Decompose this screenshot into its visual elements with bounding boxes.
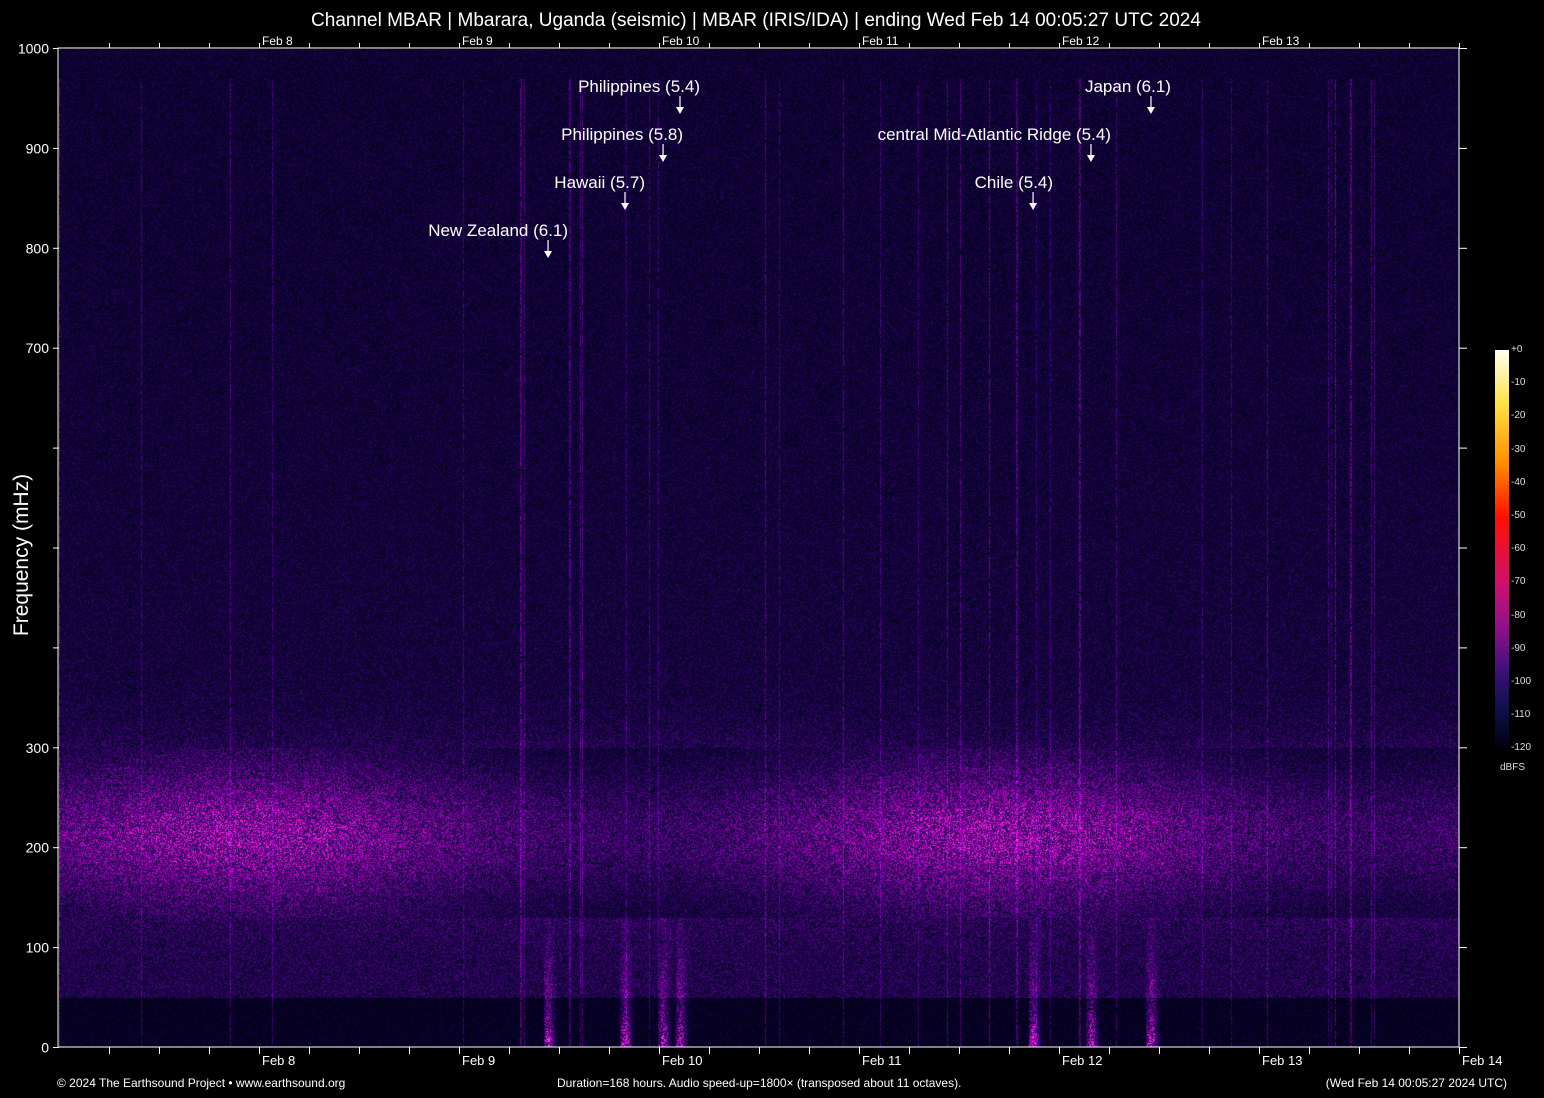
footer-duration: Duration=168 hours. Audio speed-up=1800×… — [557, 1076, 962, 1090]
event-label: New Zealand (6.1) — [428, 221, 568, 240]
x-tick-label: Feb 10 — [662, 1053, 702, 1068]
y-tick-label: 200 — [26, 840, 50, 856]
y-tick-label: 0 — [41, 1040, 49, 1056]
colorbar-label: dBFS — [1500, 762, 1526, 773]
event-label: Chile (5.4) — [975, 173, 1053, 192]
colorbar-tick-label: -80 — [1511, 609, 1526, 621]
event-arrow-icon — [659, 155, 668, 162]
colorbar-tick-label: -30 — [1511, 443, 1526, 455]
x-tick-label-top: Feb 13 — [1262, 34, 1300, 48]
y-tick-label: 1000 — [18, 41, 49, 57]
x-tick-label: Feb 8 — [262, 1053, 295, 1068]
footer-timestamp: (Wed Feb 14 00:05:27 2024 UTC) — [1325, 1076, 1507, 1090]
colorbar — [1495, 350, 1509, 748]
x-tick-label: Feb 11 — [862, 1053, 902, 1068]
colorbar-tick-label: -120 — [1511, 742, 1532, 754]
colorbar-tick-label: -60 — [1511, 543, 1526, 555]
event-label: Japan (6.1) — [1085, 77, 1171, 96]
colorbar-tick-label: +0 — [1511, 344, 1523, 355]
colorbar-tick-label: -70 — [1511, 576, 1526, 588]
x-tick-label: Feb 12 — [1062, 1053, 1102, 1068]
event-label: Philippines (5.4) — [578, 77, 700, 96]
x-tick-label: Feb 14 — [1462, 1053, 1502, 1068]
chart-title: Channel MBAR | Mbarara, Uganda (seismic)… — [311, 10, 1201, 31]
x-tick-label-top: Feb 10 — [662, 34, 700, 48]
plot-frame — [57, 47, 1460, 1048]
x-tick-label-top: Feb 11 — [862, 34, 899, 48]
y-tick-label: 900 — [26, 140, 50, 156]
event-label: Philippines (5.8) — [561, 125, 683, 144]
y-tick-label: 700 — [26, 340, 50, 356]
colorbar-tick-label: -110 — [1511, 709, 1531, 721]
y-tick-label: 100 — [26, 940, 50, 956]
colorbar-tick-label: -10 — [1511, 377, 1526, 389]
colorbar-tick-label: -40 — [1511, 476, 1526, 488]
event-arrow-icon — [1086, 155, 1095, 162]
event-arrow-icon — [676, 107, 684, 114]
event-label: central Mid-Atlantic Ridge (5.4) — [878, 125, 1111, 144]
x-tick-label-top: Feb 12 — [1062, 34, 1100, 48]
spectrogram-image — [59, 49, 1459, 1047]
x-tick-label-top: Feb 8 — [262, 34, 293, 48]
colorbar-tick-label: -100 — [1511, 676, 1532, 687]
event-label: Hawaii (5.7) — [554, 173, 645, 192]
x-tick-label-top: Feb 9 — [462, 34, 493, 48]
colorbar-tick-label: -20 — [1511, 410, 1526, 422]
x-tick-label: Feb 13 — [1262, 1053, 1302, 1068]
footer-copyright: © 2024 The Earthsound Project • www.eart… — [57, 1076, 346, 1090]
y-tick-label: 800 — [26, 240, 50, 256]
event-arrow-icon — [544, 251, 553, 258]
colorbar-tick-label: -90 — [1511, 642, 1526, 654]
y-axis-label: Frequency (mHz) — [10, 473, 33, 637]
event-arrow-icon — [621, 203, 629, 210]
x-tick-label: Feb 9 — [462, 1053, 495, 1068]
event-arrow-icon — [1029, 203, 1038, 210]
y-tick-label: 300 — [26, 740, 50, 756]
event-arrow-icon — [1146, 107, 1155, 114]
colorbar-tick-label: -50 — [1511, 510, 1526, 521]
